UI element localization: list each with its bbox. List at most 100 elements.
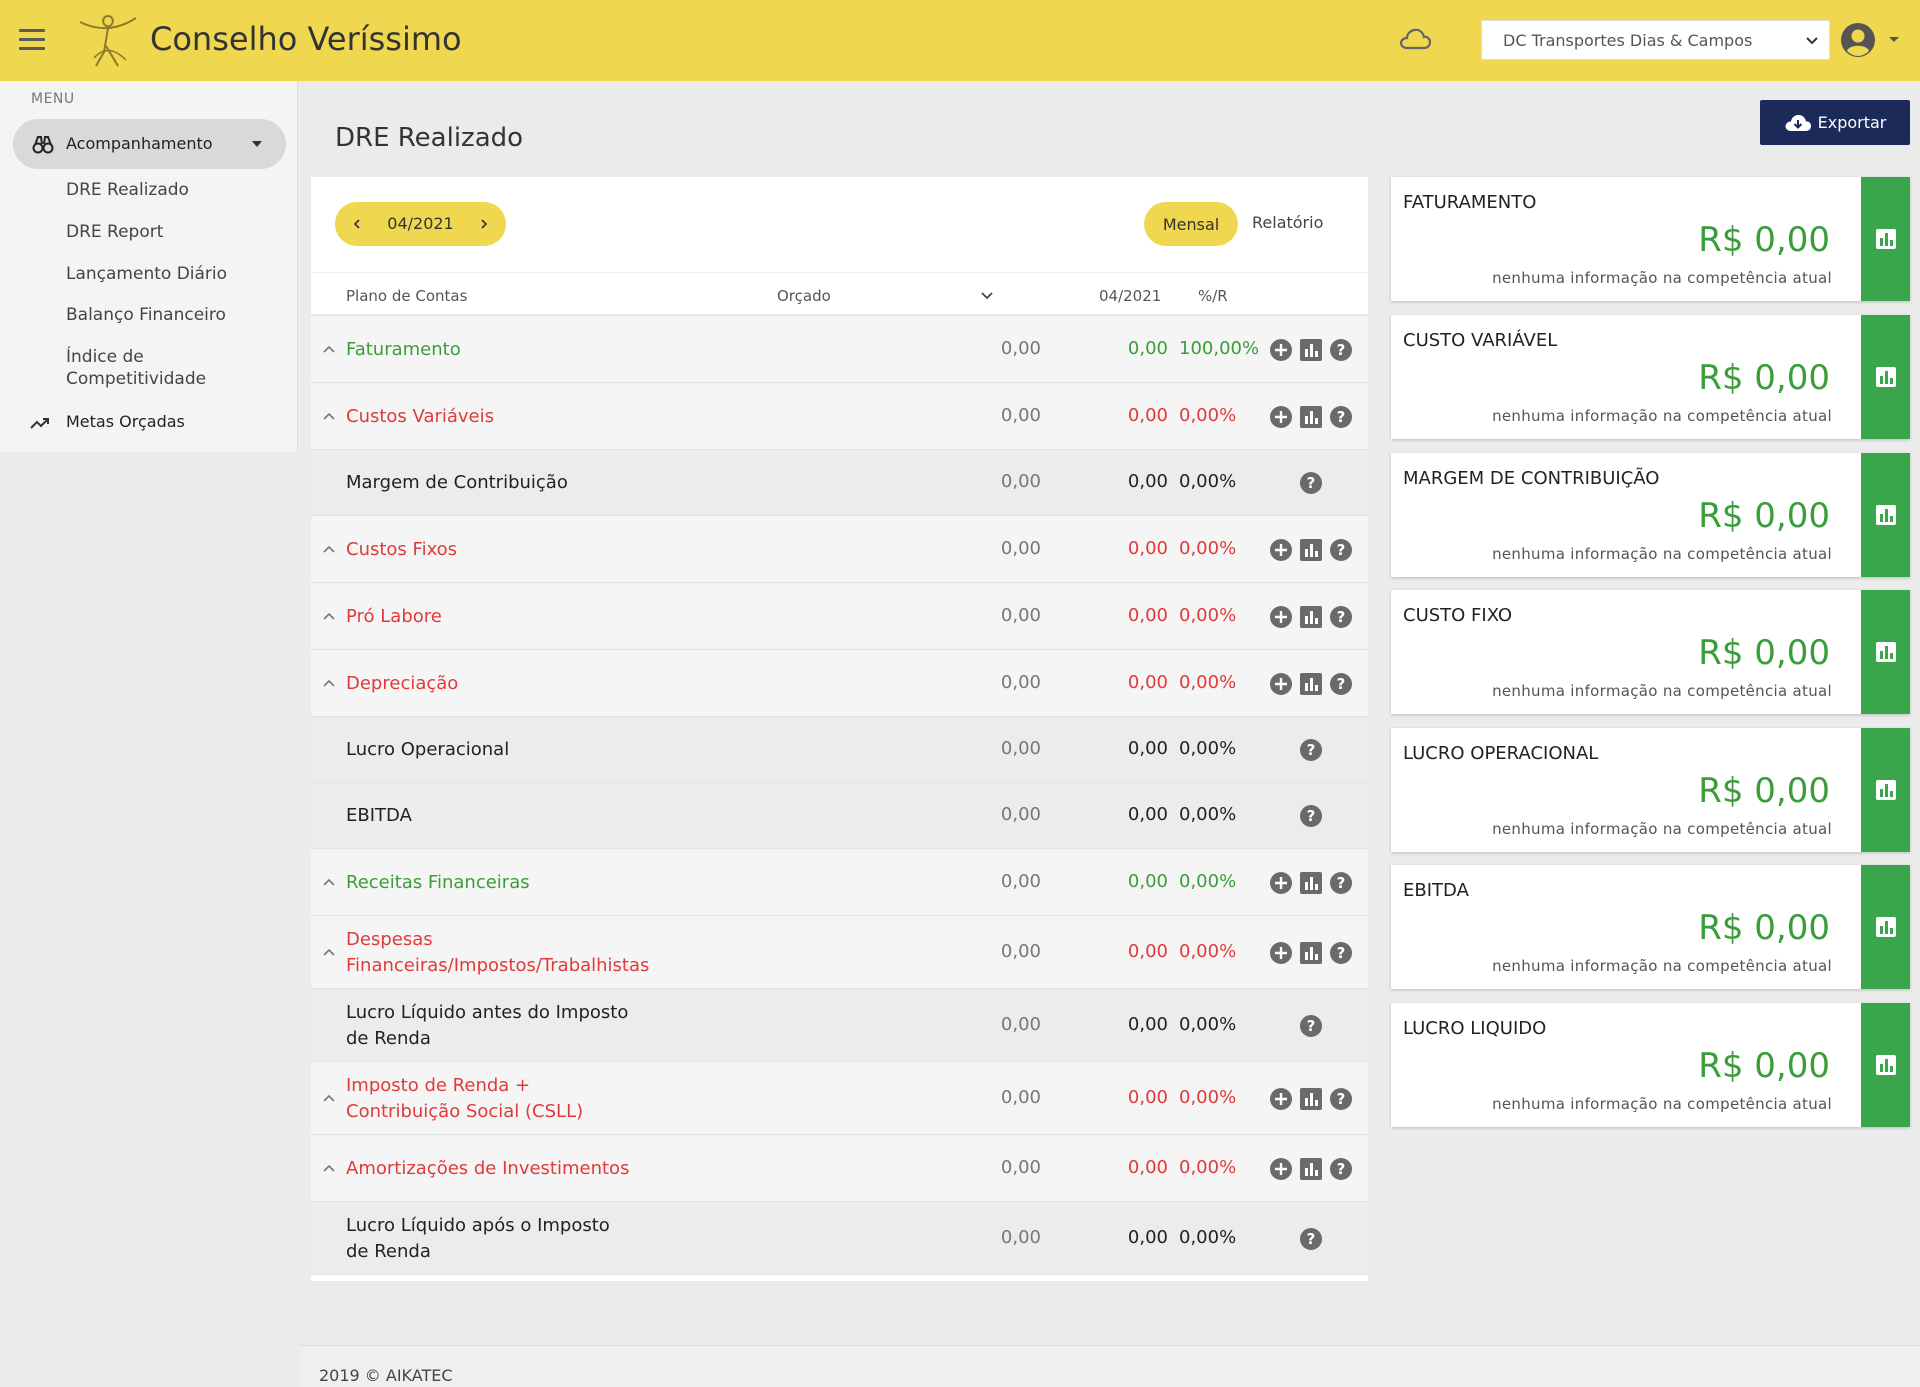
bar-chart-icon[interactable] [1299,405,1323,429]
bar-chart-icon[interactable] [1299,941,1323,965]
help-icon[interactable]: ? [1329,941,1353,965]
sidebar-item-dre-realizado[interactable]: DRE Realizado [66,180,189,200]
add-icon[interactable] [1269,1157,1293,1181]
table-row[interactable]: Pró Labore 0,00 0,00 0,00%? [311,583,1368,650]
sidebar-item-dre-report[interactable]: DRE Report [66,222,164,242]
chevron-down-icon[interactable] [980,288,994,302]
add-icon[interactable] [1269,941,1293,965]
table-row[interactable]: Receitas Financeiras 0,00 0,00 0,00%? [311,849,1368,916]
chevron-up-icon[interactable] [321,1161,337,1177]
chevron-up-icon[interactable] [321,875,337,891]
bar-chart-icon[interactable] [1299,1087,1323,1111]
svg-text:?: ? [1337,874,1346,892]
sidebar-item-lancamento-diario[interactable]: Lançamento Diário [66,264,228,284]
add-icon[interactable] [1269,405,1293,429]
kpi-value: R$ 0,00 [1698,1046,1830,1086]
help-icon[interactable]: ? [1329,1157,1353,1181]
help-icon[interactable]: ? [1329,605,1353,629]
table-row[interactable]: Amortizações de Investimentos 0,00 0,00 0,0… [311,1135,1368,1202]
kpi-value: R$ 0,00 [1698,496,1830,536]
help-icon[interactable]: ? [1299,1014,1323,1038]
row-orcado-value: 0,00 [1000,471,1041,492]
chevron-up-icon[interactable] [321,945,337,961]
svg-text:?: ? [1307,741,1316,759]
add-icon[interactable] [1269,672,1293,696]
tab-mensal[interactable]: Mensal [1144,202,1238,246]
bar-chart-icon[interactable] [1299,605,1323,629]
bar-chart-icon[interactable] [1299,871,1323,895]
table-row[interactable]: Custos Fixos 0,00 0,00 0,00%? [311,516,1368,583]
row-account-name-line: Contribuição Social (CSLL) [346,1100,584,1122]
svg-text:?: ? [1337,408,1346,426]
help-icon[interactable]: ? [1329,538,1353,562]
kpi-chart-button[interactable] [1861,590,1910,714]
row-orcado-value: 0,00 [1000,1013,1041,1035]
kpi-card: FATURAMENTO R$ 0,00 nenhuma informação na … [1391,177,1910,301]
kpi-chart-button[interactable] [1861,728,1910,852]
kpi-subtitle: nenhuma informação na competência atual [1492,682,1832,700]
row-orcado-value: 0,00 [1000,671,1041,693]
menu-toggle-icon[interactable] [19,29,45,51]
add-icon[interactable] [1269,1087,1293,1111]
row-percent-value: 0,00% [1179,537,1237,559]
bar-chart-icon[interactable] [1299,538,1323,562]
help-icon[interactable]: ? [1329,1087,1353,1111]
row-account-name: Lucro Líquido antes do Imposto de Renda [346,1000,628,1052]
row-account-name-line: Financeiras/Impostos/Trabalhistas [346,954,650,976]
svg-text:?: ? [1337,608,1346,626]
chevron-up-icon[interactable] [321,409,337,425]
chevron-up-icon[interactable] [321,342,337,358]
kpi-chart-button[interactable] [1861,315,1910,439]
add-icon[interactable] [1269,605,1293,629]
row-realizado-value: 0,00 [1127,1156,1168,1178]
help-icon[interactable]: ? [1299,1227,1323,1251]
cloud-sync-icon[interactable] [1398,26,1432,52]
table-row[interactable]: Imposto de Renda + Contribuição Social (C… [311,1062,1368,1135]
top-bar: Conselho Veríssimo DC Transportes Dias &… [0,0,1920,81]
add-icon[interactable] [1269,871,1293,895]
table-row[interactable]: Depreciação 0,00 0,00 0,00%? [311,650,1368,717]
chevron-left-icon[interactable] [347,214,367,234]
kpi-chart-button[interactable] [1861,453,1910,577]
kpi-subtitle: nenhuma informação na competência atual [1492,820,1832,838]
kpi-chart-button[interactable] [1861,1003,1910,1127]
bar-chart-icon[interactable] [1299,672,1323,696]
chevron-right-icon[interactable] [474,214,494,234]
help-icon[interactable]: ? [1329,405,1353,429]
bar-chart-icon[interactable] [1299,338,1323,362]
company-select[interactable]: DC Transportes Dias & Campos [1481,20,1830,60]
export-button[interactable]: Exportar [1760,100,1910,145]
kpi-chart-button[interactable] [1861,177,1910,301]
row-realizado-value: 0,00 [1127,404,1168,426]
row-actions: ? [1269,804,1359,828]
table-row[interactable]: Faturamento 0,00 0,00 100,00%? [311,316,1368,383]
kpi-chart-button[interactable] [1861,865,1910,989]
help-icon[interactable]: ? [1299,471,1323,495]
help-icon[interactable]: ? [1299,738,1323,762]
bar-chart-icon[interactable] [1299,1157,1323,1181]
user-menu-caret-icon[interactable] [1889,37,1899,42]
chevron-up-icon[interactable] [321,1091,337,1107]
tab-relatorio[interactable]: Relatório [1252,213,1324,232]
chevron-up-icon[interactable] [321,542,337,558]
user-avatar-icon[interactable] [1840,22,1876,58]
bar-chart-icon [1875,229,1896,249]
table-row[interactable]: Custos Variáveis 0,00 0,00 0,00%? [311,383,1368,450]
help-icon[interactable]: ? [1299,804,1323,828]
kpi-card: CUSTO FIXO R$ 0,00 nenhuma informação na c… [1391,590,1910,714]
add-icon[interactable] [1269,338,1293,362]
help-icon[interactable]: ? [1329,871,1353,895]
help-icon[interactable]: ? [1329,338,1353,362]
table-row[interactable]: Despesas Financeiras/Impostos/Trabalhista… [311,916,1368,989]
sidebar-item-acompanhamento[interactable]: Acompanhamento [13,119,286,169]
sidebar-item-indice-competitividade[interactable]: Índice de Competitividade [66,347,207,389]
chevron-up-icon[interactable] [321,676,337,692]
sidebar-item-balanco-financeiro[interactable]: Balanço Financeiro [66,305,226,325]
help-icon[interactable]: ? [1329,672,1353,696]
chevron-up-icon[interactable] [321,609,337,625]
row-orcado-value: 0,00 [1000,537,1041,559]
row-realizado-value: 0,00 [1127,738,1168,759]
row-percent-value: 0,00% [1179,1156,1237,1178]
row-realizado-value: 0,00 [1127,940,1168,962]
add-icon[interactable] [1269,538,1293,562]
